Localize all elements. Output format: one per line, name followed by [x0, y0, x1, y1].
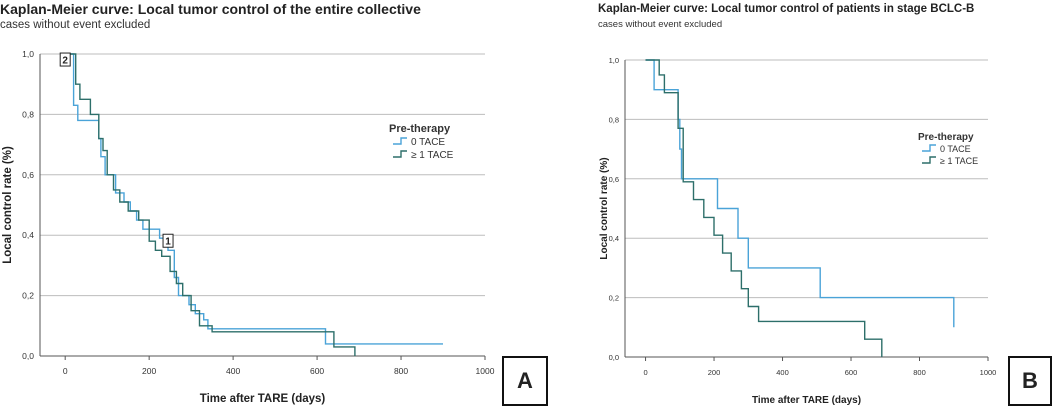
- kaplan-meier-plot-a: 0,0 0,2 0,4 0,6 0,8 1,0 0 200 400 600 800 1000 Time …: [2, 49, 495, 405]
- x-tick-label: 200: [142, 366, 156, 376]
- legend-entry: 0 TACE: [411, 137, 445, 148]
- x-tick-label: 1000: [980, 368, 997, 377]
- legend-swatch: [922, 156, 936, 164]
- x-tick-label: 400: [226, 366, 240, 376]
- panel-letter-b: B: [1008, 356, 1052, 406]
- marker-label: 2: [62, 56, 68, 67]
- km-series-line-0: [65, 53, 443, 345]
- y-tick-label: 0,4: [22, 230, 34, 240]
- chart-subtitle: cases without event excluded: [0, 19, 151, 31]
- x-tick-label: 0: [643, 368, 647, 377]
- legend-entry: ≥ 1 TACE: [411, 150, 454, 161]
- legend-entry: ≥ 1 TACE: [940, 156, 978, 166]
- legend-swatch: [922, 144, 936, 152]
- legend-swatch: [393, 150, 407, 158]
- x-tick-label: 0: [63, 366, 68, 376]
- y-tick-label: 0,2: [609, 294, 619, 303]
- x-tick-label: 1000: [476, 366, 495, 376]
- km-series-line-1: [65, 53, 356, 356]
- panel-letter-a: A: [502, 356, 548, 406]
- legend-title: Pre-therapy: [389, 123, 451, 135]
- x-tick-label: 200: [708, 368, 721, 377]
- x-axis-label: Time after TARE (days): [752, 395, 861, 406]
- y-tick-label: 0,4: [609, 234, 619, 243]
- y-tick-label: 0,8: [22, 109, 34, 119]
- y-tick-label: 0,8: [609, 115, 619, 124]
- y-tick-label: 0,0: [609, 353, 619, 362]
- chart-title: Kaplan-Meier curve: Local tumor control …: [0, 1, 421, 17]
- x-tick-label: 600: [310, 366, 324, 376]
- y-tick-label: 0,6: [609, 175, 619, 184]
- y-tick-label: 1,0: [609, 56, 619, 65]
- chart-subtitle: cases without event excluded: [598, 19, 723, 30]
- x-axis-label: Time after TARE (days): [200, 393, 326, 405]
- km-series-line-0: [645, 59, 955, 328]
- y-tick-label: 0,2: [22, 291, 34, 301]
- x-tick-label: 400: [776, 368, 789, 377]
- kaplan-meier-plot-b: 0,0 0,2 0,4 0,6 0,8 1,0 0 200 400 600 800 1000 Time …: [599, 56, 997, 406]
- legend-swatch: [393, 137, 407, 145]
- marker-box: [162, 233, 174, 248]
- y-tick-label: 1,0: [22, 49, 34, 59]
- x-tick-label: 600: [845, 368, 858, 377]
- km-series-line-1: [645, 59, 883, 357]
- y-axis-label: Local control rate (%): [2, 146, 14, 264]
- marker-label: 1: [165, 237, 171, 248]
- legend-title: Pre-therapy: [918, 132, 974, 143]
- y-axis-label: Local control rate (%): [599, 157, 610, 259]
- chart-title: Kaplan-Meier curve: Local tumor control …: [598, 3, 975, 15]
- y-tick-label: 0,6: [22, 170, 34, 180]
- y-tick-label: 0,0: [22, 351, 34, 361]
- x-tick-label: 800: [913, 368, 926, 377]
- legend-entry: 0 TACE: [940, 144, 971, 154]
- panel-b: Kaplan-Meier curve: Local tumor control …: [598, 0, 1052, 410]
- panel-a: Kaplan-Meier curve: Local tumor control …: [0, 1, 548, 406]
- marker-box: [59, 52, 71, 67]
- x-tick-label: 800: [394, 366, 408, 376]
